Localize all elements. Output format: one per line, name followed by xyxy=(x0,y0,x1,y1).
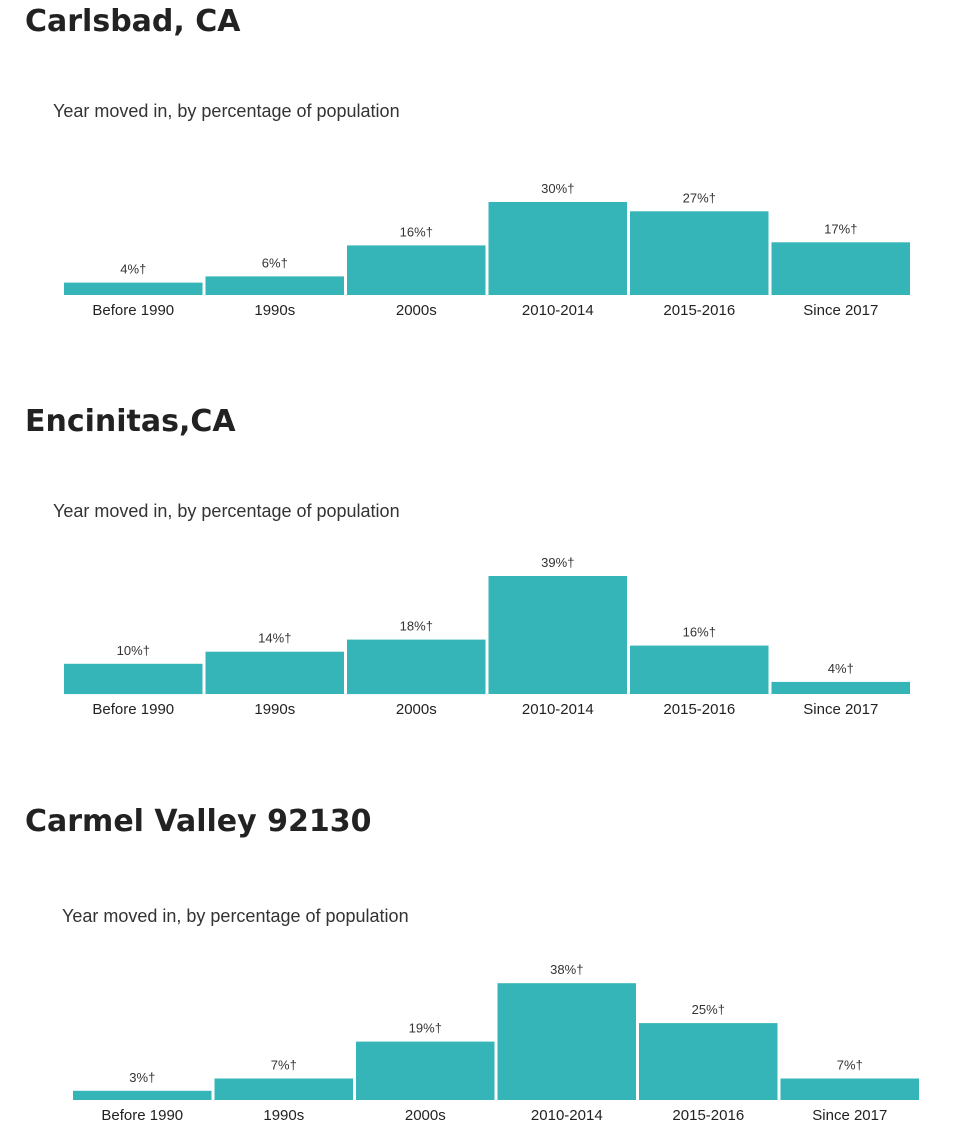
bar xyxy=(630,645,769,694)
category-label: 2015-2016 xyxy=(672,1107,744,1124)
bar xyxy=(771,681,910,694)
category-label: 2000s xyxy=(405,1107,446,1124)
section-title: Encinitas,CA xyxy=(25,404,236,439)
bar xyxy=(630,211,769,295)
section-encinitas: Encinitas,CA Year moved in, by percentag… xyxy=(0,400,961,770)
section-title: Carlsbad, CA xyxy=(25,4,241,39)
bar-value-label: 25%† xyxy=(692,1002,725,1017)
bar-value-label: 3%† xyxy=(129,1070,155,1085)
bar xyxy=(771,242,910,295)
category-label: 2000s xyxy=(396,701,437,718)
category-label: 2000s xyxy=(396,302,437,319)
bar-value-label: 4%† xyxy=(120,262,146,277)
bar xyxy=(488,202,627,295)
category-label: Since 2017 xyxy=(803,302,878,319)
bar xyxy=(356,1041,495,1100)
bar-value-label: 17%† xyxy=(824,221,857,236)
bar xyxy=(639,1023,778,1100)
bar xyxy=(488,576,627,694)
bar-value-label: 7%† xyxy=(271,1058,297,1073)
bar-chart: 3%† Before 1990 7%† 1990s 19%† 2000s 38%† 2010-… xyxy=(73,962,919,1124)
bar-value-label: 27%† xyxy=(683,190,716,205)
bar-chart: 4%† Before 1990 6%† 1990s 16%† 2000s 30%† 2010-… xyxy=(64,181,910,319)
bar xyxy=(64,282,203,295)
bar-value-label: 10%† xyxy=(117,643,150,658)
bar-value-label: 6%† xyxy=(262,255,288,270)
category-label: 2015-2016 xyxy=(663,302,735,319)
bar-value-label: 38%† xyxy=(550,962,583,977)
chart-subtitle: Year moved in, by percentage of populati… xyxy=(53,101,400,121)
bar xyxy=(205,651,344,694)
bar-value-label: 19%† xyxy=(409,1021,442,1036)
category-label: 2010-2014 xyxy=(531,1107,603,1124)
bar xyxy=(497,983,636,1100)
bar xyxy=(205,276,344,295)
bar xyxy=(214,1078,353,1100)
bar xyxy=(64,663,203,695)
category-label: Since 2017 xyxy=(812,1107,887,1124)
chart-subtitle: Year moved in, by percentage of populati… xyxy=(53,501,400,521)
category-label: 1990s xyxy=(263,1107,304,1124)
bar xyxy=(73,1090,212,1100)
category-label: 2015-2016 xyxy=(663,701,735,718)
category-label: 2010-2014 xyxy=(522,302,594,319)
bar-value-label: 39%† xyxy=(541,555,574,570)
bar-value-label: 4%† xyxy=(828,661,854,676)
section-carlsbad: Carlsbad, CA Year moved in, by percentag… xyxy=(0,0,961,370)
category-label: 1990s xyxy=(254,302,295,319)
bar-value-label: 16%† xyxy=(400,224,433,239)
bar-value-label: 16%† xyxy=(683,625,716,640)
bar-value-label: 30%† xyxy=(541,181,574,196)
bar xyxy=(347,639,486,695)
bar-value-label: 18%† xyxy=(400,619,433,634)
category-label: Since 2017 xyxy=(803,701,878,718)
bar xyxy=(780,1078,919,1100)
category-label: Before 1990 xyxy=(92,701,174,718)
category-label: Before 1990 xyxy=(92,302,174,319)
section-title: Carmel Valley 92130 xyxy=(25,804,372,839)
bar-value-label: 14%† xyxy=(258,631,291,646)
bar-chart: 10%† Before 1990 14%† 1990s 18%† 2000s 39%† 201… xyxy=(64,555,910,718)
section-carmel-valley: Carmel Valley 92130 Year moved in, by pe… xyxy=(0,804,961,1128)
category-label: 1990s xyxy=(254,701,295,718)
bar-value-label: 7%† xyxy=(837,1058,863,1073)
bar xyxy=(347,245,486,295)
category-label: Before 1990 xyxy=(101,1107,183,1124)
chart-subtitle: Year moved in, by percentage of populati… xyxy=(62,906,409,926)
category-label: 2010-2014 xyxy=(522,701,594,718)
